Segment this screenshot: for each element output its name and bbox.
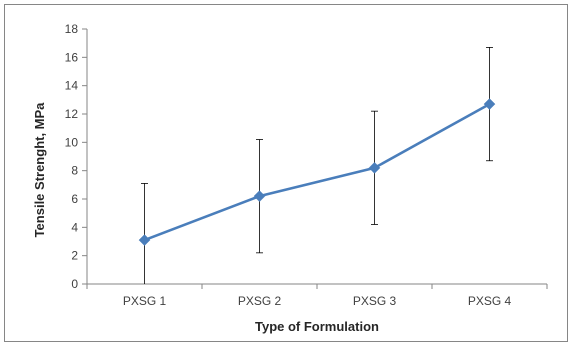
- y-tick-label: 12: [65, 107, 79, 121]
- chart-frame: [4, 4, 568, 342]
- data-point-marker: [253, 190, 266, 203]
- y-tick-labels: 0 2 4 6 8 10 12 14 16 18: [65, 22, 79, 291]
- x-tick-label: PXSG 2: [238, 294, 282, 308]
- y-tick-label: 4: [71, 220, 78, 234]
- y-axis-title: Tensile Strenght, MPa: [32, 102, 47, 238]
- y-tick-label: 6: [71, 192, 78, 206]
- data-point-marker: [483, 98, 496, 110]
- x-tick-label: PXSG 1: [123, 294, 167, 308]
- data-point-marker: [138, 234, 151, 246]
- y-tick-label: 2: [71, 249, 78, 263]
- y-tick-label: 0: [71, 277, 78, 291]
- x-tick-labels: PXSG 1 PXSG 2 PXSG 3 PXSG 4: [123, 294, 512, 308]
- y-tick-label: 18: [65, 22, 79, 36]
- series-line: [144, 102, 491, 242]
- y-tick-label: 14: [65, 79, 79, 93]
- x-tick-label: PXSG 3: [353, 294, 397, 308]
- x-tick-label: PXSG 4: [468, 294, 512, 308]
- y-tick-label: 10: [65, 135, 79, 149]
- y-tick-label: 16: [65, 50, 79, 64]
- y-tick-label: 8: [71, 164, 78, 178]
- x-axis-title: Type of Formulation: [255, 319, 379, 334]
- error-bars: [141, 47, 493, 284]
- axes: [82, 28, 548, 289]
- series-line: [144, 102, 491, 242]
- data-point-marker: [368, 161, 381, 174]
- data-markers: [138, 98, 496, 246]
